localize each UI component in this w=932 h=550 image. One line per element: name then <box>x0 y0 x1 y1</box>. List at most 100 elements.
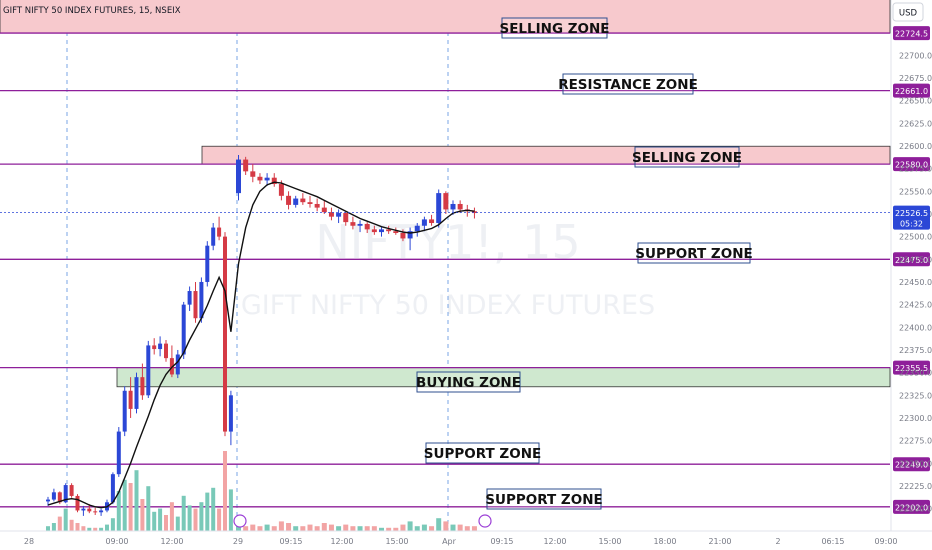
zone-label-box <box>562 73 694 95</box>
volume-bar <box>336 526 342 531</box>
volume-bar <box>257 526 263 531</box>
candle-body <box>243 159 249 172</box>
volume-bar <box>146 486 151 531</box>
candle-body <box>421 219 427 226</box>
price-tick-label: 22375.0 <box>899 346 932 355</box>
candle-body <box>205 245 210 282</box>
price-tick-label: 22600.0 <box>899 142 932 151</box>
zone-label-support-zone: SUPPORT ZONE <box>635 246 752 262</box>
price-level-tag-text: 22202.0 <box>895 503 928 512</box>
candle-body <box>110 474 115 503</box>
price-tick-label: 22300.0 <box>899 414 932 423</box>
volume-bar <box>464 526 470 531</box>
time-tick-label: 09:15 <box>490 537 513 546</box>
price-tick-label: 22675.0 <box>899 74 932 83</box>
price-level-tag <box>893 252 930 267</box>
price-level-tag-text: 22724.5 <box>895 30 928 39</box>
zone-label-box <box>416 371 521 393</box>
candle-body <box>286 195 292 205</box>
volume-bar <box>69 519 74 531</box>
volume-bar <box>457 524 463 531</box>
volume-bar <box>293 526 299 531</box>
volume-bar <box>181 495 186 531</box>
volume-bar <box>400 524 406 531</box>
candle-body <box>93 511 98 513</box>
candle-body <box>414 225 420 232</box>
volume-bar <box>328 524 334 531</box>
volume-bar <box>116 491 121 531</box>
time-tick-label: 09:00 <box>105 537 128 546</box>
candle-body <box>228 395 233 432</box>
candle-body <box>199 281 204 319</box>
candle-body <box>357 223 363 226</box>
volume-bar <box>379 527 384 531</box>
candle-body <box>307 202 313 204</box>
zone-label-selling-zone: SELLING ZONE <box>499 21 609 37</box>
time-tick-label: 18:00 <box>653 537 676 546</box>
volume-bar <box>199 502 204 531</box>
volume-bar <box>158 508 163 531</box>
candle-body <box>164 343 168 359</box>
price-tick-label: 22425.0 <box>899 301 932 310</box>
price-tick-label: 22350.0 <box>899 369 932 378</box>
volume-bar <box>321 523 327 531</box>
volume-bar <box>51 523 56 531</box>
candle-body <box>193 291 198 319</box>
candle-body <box>350 222 356 226</box>
candle-body <box>257 176 263 181</box>
volume-bar <box>307 524 313 531</box>
candle-body <box>400 233 406 239</box>
candle-body <box>371 229 377 233</box>
volume-bar <box>300 526 306 531</box>
volume-bar <box>63 508 68 531</box>
time-tick-label: 21:00 <box>708 537 731 546</box>
price-tick-label: 22250.0 <box>899 459 932 468</box>
price-level-tag-text: 22355.5 <box>895 364 928 373</box>
volume-bar <box>371 526 377 531</box>
price-level-tag-text: 22661.0 <box>895 87 928 96</box>
session-marker-icon[interactable] <box>478 514 492 528</box>
volume-bar <box>223 451 227 531</box>
volume-bar <box>421 524 427 531</box>
current-price-text: 22526.5 <box>895 209 928 218</box>
volume-bar <box>243 526 249 531</box>
candle-body <box>152 345 157 350</box>
zone-label-resistance-zone: RESISTANCE ZONE <box>558 77 698 93</box>
candle-body <box>63 485 68 503</box>
price-level-tag <box>893 26 930 41</box>
chart-title: GIFT NIFTY 50 INDEX FUTURES, 15, NSEIX <box>3 6 181 16</box>
candle-body <box>181 304 186 355</box>
price-tick-label: 22700.0 <box>899 51 932 60</box>
candle-body <box>175 354 180 375</box>
volume-bar <box>228 489 233 531</box>
volume-bar <box>187 505 192 531</box>
price-level-tag <box>893 83 930 98</box>
candle-body <box>69 485 74 496</box>
session-marker-icon[interactable] <box>233 514 247 528</box>
zone-label-box <box>634 146 740 168</box>
volume-bar <box>75 523 80 531</box>
volume-bar <box>364 526 370 531</box>
zone-label-box <box>501 17 608 39</box>
candle-body <box>236 159 241 194</box>
volume-bar <box>271 526 277 531</box>
candle-body <box>343 213 349 223</box>
volume-bar <box>134 470 139 531</box>
volume-bar <box>386 527 392 531</box>
candle-body <box>187 291 192 305</box>
candle-body <box>146 345 151 396</box>
currency-button[interactable] <box>892 2 924 22</box>
volume-bar <box>46 526 50 531</box>
candle-body <box>450 203 456 210</box>
time-tick-label: 2 <box>775 537 780 546</box>
zone-label-selling-zone: SELLING ZONE <box>632 150 742 166</box>
price-level-tag <box>893 499 930 514</box>
time-tick-label: 15:00 <box>385 537 408 546</box>
candle-body <box>57 492 62 503</box>
price-level-tag-text: 22249.0 <box>895 461 928 470</box>
price-level-tag-text: 22475.0 <box>895 256 928 265</box>
candle-body <box>46 499 50 502</box>
candle-body <box>321 207 327 213</box>
